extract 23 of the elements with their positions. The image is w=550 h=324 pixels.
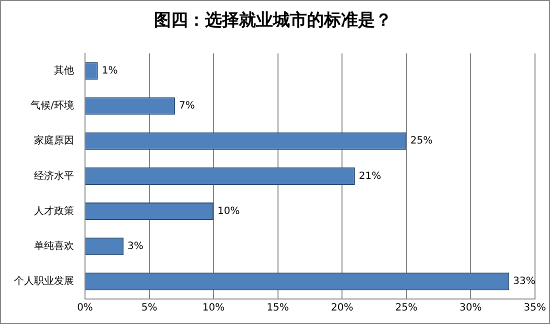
y-tick-label: 其他 [54, 64, 74, 77]
x-tick-label: 10% [202, 302, 225, 314]
x-tick-label: 25% [395, 302, 418, 314]
y-tick-label: 个人职业发展 [14, 275, 74, 288]
y-tick-label: 家庭原因 [34, 134, 74, 147]
chart-title: 图四：选择就业城市的标准是？ [154, 10, 392, 31]
x-tick-label: 0% [77, 302, 93, 314]
x-tick-label: 35% [524, 302, 546, 314]
x-tick-label: 5% [141, 302, 158, 314]
y-tick-label: 人才政策 [34, 204, 74, 217]
data-label: 10% [218, 206, 240, 217]
data-label: 25% [410, 136, 433, 147]
data-label: 21% [358, 170, 382, 182]
x-tick-label: 30% [460, 302, 482, 314]
y-tick-label: 气候/环境 [30, 100, 74, 112]
x-tick-label: 20% [330, 302, 354, 314]
x-tick-label: 15% [266, 302, 289, 314]
data-label: 33% [513, 276, 536, 288]
data-label: 1% [102, 66, 118, 77]
data-label: 3% [128, 240, 144, 252]
y-tick-label: 经济水平 [34, 170, 74, 182]
y-tick-label: 单纯喜欢 [34, 240, 74, 252]
data-label: 7% [178, 100, 195, 112]
